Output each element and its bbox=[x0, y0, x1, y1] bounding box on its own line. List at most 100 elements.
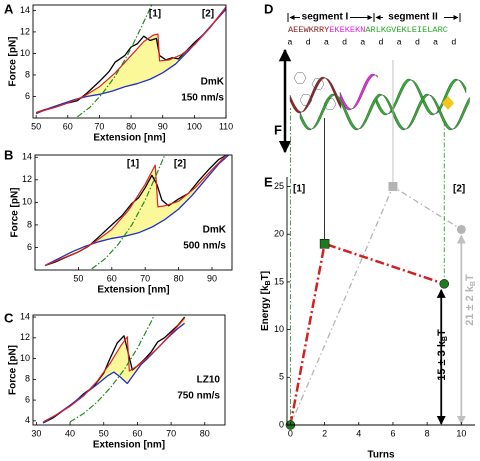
x-tick-label: 50 bbox=[31, 121, 41, 131]
x-tick-label: 100 bbox=[187, 121, 202, 131]
annotation: 21 ± 2 kBT bbox=[464, 274, 477, 326]
heptad-letter: a bbox=[287, 37, 292, 47]
y-axis-label: Force [pN] bbox=[8, 37, 19, 87]
x-tick-label: 110 bbox=[219, 121, 233, 131]
y-tick-label: 6 bbox=[25, 394, 30, 404]
axes-frame bbox=[32, 314, 226, 426]
x-tick-label: 0 bbox=[288, 428, 293, 438]
hysteresis-area bbox=[43, 318, 185, 423]
x-tick-label: 80 bbox=[200, 428, 210, 438]
segment-brackets bbox=[287, 13, 461, 22]
series-line bbox=[289, 242, 445, 426]
y-tick-label: 10 bbox=[20, 353, 30, 363]
series-line bbox=[44, 155, 230, 267]
hysteresis-area bbox=[45, 155, 229, 266]
label-part: Energy [k bbox=[260, 285, 271, 331]
subscript: B bbox=[442, 336, 449, 341]
panel-label: B bbox=[4, 147, 13, 162]
y-tick-label: 10 bbox=[274, 324, 284, 334]
axes-frame bbox=[34, 154, 233, 271]
series-line bbox=[91, 155, 166, 270]
y-tick-label: 8 bbox=[27, 219, 32, 229]
x-tick-label: 70 bbox=[94, 121, 104, 131]
annotation: [2] bbox=[174, 159, 186, 170]
annotation: DmK bbox=[201, 77, 225, 88]
heptad-letter: d bbox=[415, 37, 420, 47]
x-axis-label: Turns bbox=[367, 450, 394, 461]
panel-label: D bbox=[264, 1, 273, 16]
annotation: [2] bbox=[453, 184, 465, 195]
helix bbox=[289, 72, 470, 131]
heptad-letter: a bbox=[433, 37, 438, 47]
annotation: 150 nm/s bbox=[181, 93, 224, 104]
y-axis-label: Force [pN] bbox=[8, 345, 19, 395]
y-tick-label: 10 bbox=[22, 197, 32, 207]
x-tick-label: 80 bbox=[174, 273, 184, 283]
x-tick-label: 70 bbox=[166, 428, 176, 438]
axes-frame bbox=[32, 4, 227, 119]
y-tick-label: 12 bbox=[20, 26, 30, 36]
y-tick-label: 12 bbox=[20, 332, 30, 342]
x-tick-label: 80 bbox=[126, 121, 136, 131]
y-tick-label: 5 bbox=[279, 372, 284, 382]
x-tick-label: 60 bbox=[107, 273, 117, 283]
x-tick-label: 10 bbox=[456, 428, 466, 438]
x-axis-label: Extension [nm] bbox=[93, 440, 165, 451]
helix-ribbon bbox=[289, 76, 342, 114]
label-part: T bbox=[436, 329, 448, 336]
heptad-letter: a bbox=[324, 37, 329, 47]
x-tick-label: 6 bbox=[390, 428, 395, 438]
panel-label: E bbox=[264, 174, 273, 189]
panel-label: C bbox=[4, 310, 14, 325]
panel-label: A bbox=[4, 1, 14, 16]
y-tick-label: 10 bbox=[20, 48, 30, 58]
annotation: 750 nm/s bbox=[177, 391, 220, 402]
y-tick-label: 14 bbox=[20, 311, 30, 321]
hysteresis-area bbox=[36, 7, 226, 114]
y-tick-label: 0 bbox=[279, 419, 284, 429]
y-tick-label: 8 bbox=[25, 69, 30, 79]
marker bbox=[319, 239, 330, 249]
plot-area bbox=[44, 155, 230, 270]
series-line bbox=[44, 155, 228, 267]
x-tick-label: 60 bbox=[63, 121, 73, 131]
x-tick-label: 90 bbox=[207, 273, 217, 283]
sequence-part: ARLKGVEKLEIELARC bbox=[365, 25, 448, 35]
marker bbox=[388, 182, 398, 192]
series-line bbox=[289, 185, 462, 426]
heptad-letter: d bbox=[451, 37, 456, 47]
subscript: B bbox=[265, 280, 272, 285]
subscript: B bbox=[470, 281, 477, 286]
helix-ribbon bbox=[375, 78, 467, 116]
sequence-part: AEEWKRRY bbox=[288, 25, 329, 35]
label-part: T] bbox=[260, 271, 271, 280]
side-chain bbox=[311, 78, 325, 90]
y-tick-label: 25 bbox=[274, 181, 284, 191]
label-part: 21 ± 2 k bbox=[464, 285, 476, 326]
x-axis-label: Extension [nm] bbox=[97, 285, 169, 296]
heptad-letter: a bbox=[360, 37, 365, 47]
x-tick-label: 30 bbox=[31, 428, 41, 438]
x-tick-label: 4 bbox=[356, 428, 361, 438]
side-chain bbox=[293, 72, 307, 84]
segment-label: segment II bbox=[388, 12, 438, 23]
heptad-letter: d bbox=[306, 37, 311, 47]
series-line bbox=[76, 5, 153, 118]
annotation: [1] bbox=[127, 159, 139, 170]
annotation: [2] bbox=[202, 9, 214, 20]
annotation: [1] bbox=[293, 184, 305, 195]
x-tick-label: 50 bbox=[99, 428, 109, 438]
x-tick-label: 70 bbox=[140, 273, 150, 283]
label-part: T bbox=[464, 274, 476, 281]
x-axis-label: Extension [nm] bbox=[93, 133, 165, 144]
y-axis-label: Force [pN] bbox=[10, 188, 21, 238]
x-tick-label: 50 bbox=[73, 273, 83, 283]
heptad-letter: a bbox=[397, 37, 402, 47]
annotation: [1] bbox=[149, 9, 161, 20]
series-line bbox=[36, 6, 226, 114]
y-tick-label: 4 bbox=[25, 415, 30, 425]
y-tick-label: 14 bbox=[22, 152, 32, 162]
heptad-letter: d bbox=[378, 37, 383, 47]
annotation: DmK bbox=[203, 225, 227, 236]
